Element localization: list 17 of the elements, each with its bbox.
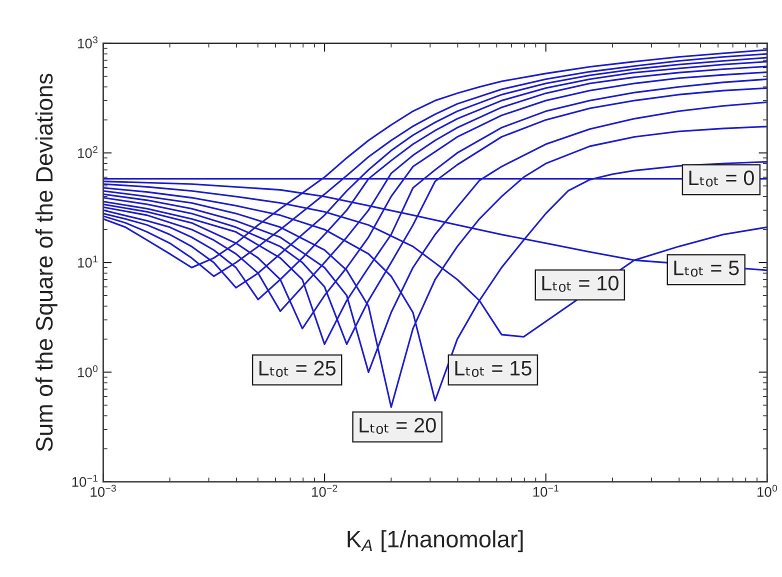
- x-axis-title: K$_{A}$ [1/nanomolar]: [348, 530, 523, 552]
- annotation: Lₜₒₜ = 5: [674, 260, 739, 277]
- x-tick-label: 10$^{−2}$: [312, 484, 338, 497]
- y-tick-label: 10$^{3}$: [78, 36, 98, 48]
- annotation: Lₜₒₜ = 0: [689, 170, 754, 187]
- annotation: Lₜₒₜ = 15: [455, 361, 532, 377]
- annotation: Lₜₒₜ = 20: [360, 418, 436, 434]
- y-axis-title: Sum of the Square of the Deviations: [35, 74, 58, 452]
- x-tick-label: 10$^{0}$: [758, 484, 778, 497]
- x-tick-label: 10$^{−3}$: [90, 484, 116, 497]
- annotation: Lₜₒₜ = 10: [542, 276, 618, 292]
- y-tick-label: 10$^{0}$: [78, 365, 98, 378]
- annotation: Lₜₒₜ = 25: [259, 360, 336, 377]
- y-tick-label: 10$^{−1}$: [72, 474, 98, 487]
- x-tick-label: 10$^{−1}$: [533, 484, 558, 497]
- y-tick-label: 10$^{2}$: [78, 146, 98, 158]
- y-tick-label: 10$^{1}$: [78, 256, 98, 268]
